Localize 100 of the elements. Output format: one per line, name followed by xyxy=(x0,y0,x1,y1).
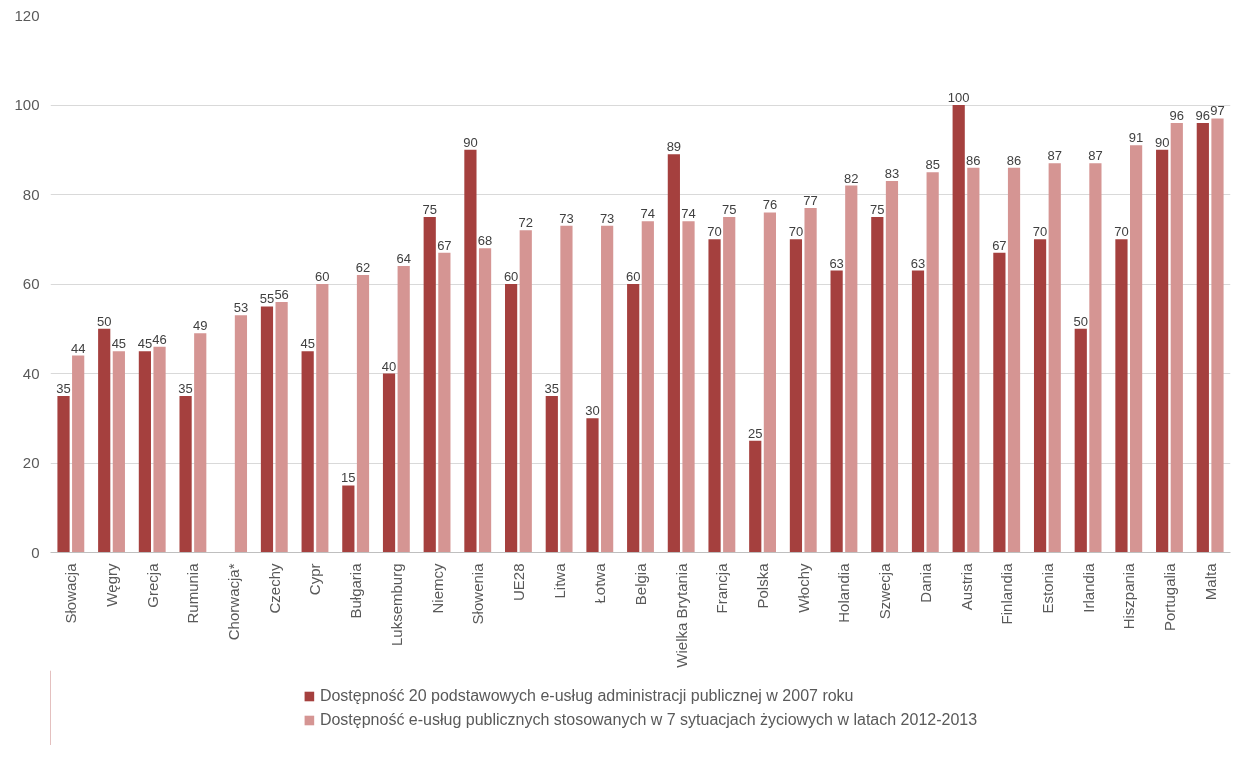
data-label: 45 xyxy=(111,336,127,352)
data-label: 87 xyxy=(1088,148,1103,164)
bar xyxy=(911,270,925,553)
bar xyxy=(1074,328,1087,553)
data-label: 67 xyxy=(992,237,1007,253)
x-tick-label: Finlandia xyxy=(998,562,1016,625)
data-label: 75 xyxy=(422,201,437,217)
data-label: 82 xyxy=(844,170,859,186)
data-label: 40 xyxy=(381,358,397,374)
x-tick-label: Bułgaria xyxy=(347,562,365,619)
y-tick-label: 40 xyxy=(22,364,40,382)
data-label: 87 xyxy=(1047,148,1062,164)
bar xyxy=(464,149,477,553)
data-label: 70 xyxy=(1114,224,1129,240)
bar xyxy=(830,270,843,553)
bar xyxy=(98,328,111,553)
y-tick-label: 120 xyxy=(14,6,40,24)
y-tick-label: 20 xyxy=(22,454,40,471)
data-label: 55 xyxy=(259,291,275,307)
bar xyxy=(301,351,314,553)
bar xyxy=(112,351,125,553)
x-tick-label: UE28 xyxy=(509,563,527,602)
data-label: 90 xyxy=(463,134,478,150)
x-tick-label: Chorwacja* xyxy=(225,563,243,641)
y-tick-label: 60 xyxy=(22,275,40,292)
x-tick-label: Czechy xyxy=(265,563,283,614)
x-tick-label: Niemcy xyxy=(428,563,446,614)
bar xyxy=(1115,239,1128,553)
bar xyxy=(356,275,370,553)
x-tick-label: Łotwa xyxy=(591,562,609,604)
data-label: 35 xyxy=(544,380,560,396)
data-label: 72 xyxy=(518,215,533,231)
data-label: 64 xyxy=(396,251,411,267)
bar xyxy=(885,181,899,553)
data-label: 25 xyxy=(748,425,763,441)
bar xyxy=(138,351,151,553)
x-tick-label: Cypr xyxy=(306,563,324,596)
x-tick-label: Malta xyxy=(1201,562,1219,601)
data-label: 85 xyxy=(925,157,940,173)
data-label: 96 xyxy=(1195,107,1211,123)
data-label: 60 xyxy=(625,269,641,284)
data-label: 50 xyxy=(1073,313,1088,329)
bar xyxy=(641,221,654,553)
x-tick-label: Słowenia xyxy=(469,562,487,625)
bar xyxy=(505,284,518,553)
data-label: 70 xyxy=(788,224,804,240)
data-label: 68 xyxy=(477,233,493,249)
data-label: 90 xyxy=(1154,134,1170,150)
bar xyxy=(194,333,207,553)
data-label: 45 xyxy=(137,336,153,352)
data-label: 44 xyxy=(70,340,86,356)
bar xyxy=(260,306,274,553)
bar xyxy=(993,252,1006,553)
x-tick-label: Hiszpania xyxy=(1120,562,1138,630)
bar xyxy=(1048,163,1061,553)
x-tick-label: Dania xyxy=(916,562,934,603)
x-tick-label: Estonia xyxy=(1038,562,1056,614)
x-tick-label: Polska xyxy=(754,562,772,609)
bar xyxy=(57,395,70,553)
bar xyxy=(926,172,939,553)
data-label: 73 xyxy=(599,210,615,226)
data-label: 70 xyxy=(707,224,722,240)
bar xyxy=(179,395,192,553)
x-tick-label: Portugalia xyxy=(1160,562,1178,632)
bar xyxy=(682,221,695,553)
x-tick-label: Słowacja xyxy=(62,562,80,624)
data-label: 74 xyxy=(681,206,696,222)
x-tick-label: Litwa xyxy=(550,562,568,599)
data-label: 70 xyxy=(1032,224,1048,240)
bar xyxy=(1089,163,1102,553)
data-label: 53 xyxy=(233,300,249,316)
data-label: 56 xyxy=(274,286,289,302)
x-tick-label: Austria xyxy=(957,562,975,611)
x-tick-label: Holandia xyxy=(835,562,853,623)
data-label: 62 xyxy=(355,260,371,276)
data-label: 30 xyxy=(585,403,600,419)
bar xyxy=(667,154,680,553)
data-label: 91 xyxy=(1128,130,1144,146)
data-label: 86 xyxy=(966,152,981,168)
bar xyxy=(545,395,558,553)
data-label: 15 xyxy=(341,470,356,486)
bar xyxy=(1007,167,1021,553)
bar xyxy=(275,301,288,553)
bar xyxy=(627,284,640,553)
data-label: 35 xyxy=(178,380,193,396)
x-tick-label: Belgia xyxy=(632,562,649,606)
x-tick-label: Włochy xyxy=(794,563,812,613)
y-tick-label: 0 xyxy=(31,543,40,561)
x-tick-label: Francja xyxy=(713,562,731,614)
bar xyxy=(1130,145,1143,553)
bar xyxy=(601,225,614,553)
bar xyxy=(1033,239,1047,553)
y-tick-label: 100 xyxy=(14,96,40,113)
bar xyxy=(382,373,396,553)
bar xyxy=(749,440,762,553)
bar xyxy=(519,230,532,553)
bar xyxy=(1211,118,1224,553)
data-label: 46 xyxy=(152,331,167,347)
bar xyxy=(952,105,965,553)
bar xyxy=(72,355,85,553)
